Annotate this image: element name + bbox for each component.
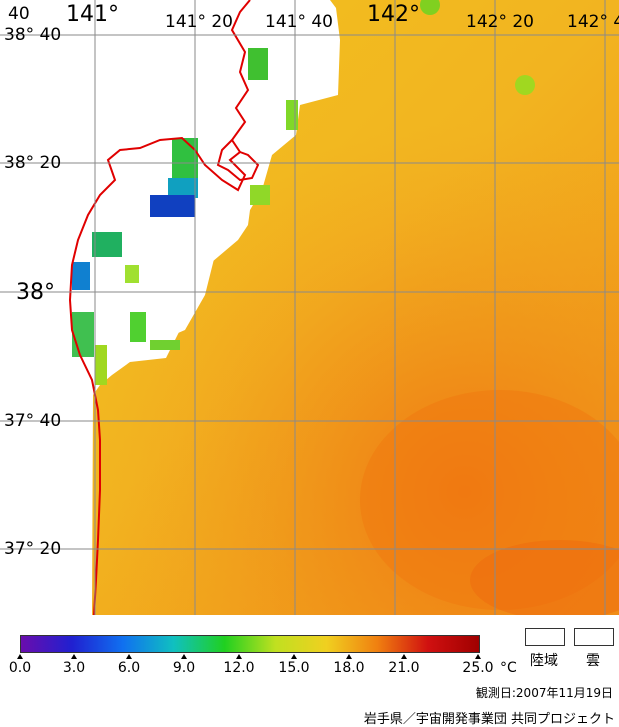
- land-key-label: 陸域: [530, 653, 558, 669]
- tick-mark: [126, 654, 132, 659]
- cloud-bay-area: [75, 138, 258, 348]
- coastline-inner: [216, 139, 260, 182]
- tick-label: 21.0: [388, 660, 420, 676]
- tick-label: 15.0: [278, 660, 310, 676]
- corner-label: 40: [8, 4, 30, 24]
- tick-label: 0.0: [8, 660, 32, 676]
- credit-line: 岩手県／宇宙開発事業団 共同プロジェクト: [363, 712, 615, 727]
- lat-label-38-40: 38° 40: [4, 25, 62, 45]
- land-key-swatch: [525, 628, 565, 646]
- warm-patch-2: [470, 540, 619, 615]
- lon-label-142: 142°: [367, 2, 420, 27]
- lon-label-141: 141°: [66, 2, 119, 27]
- tick-mark: [236, 654, 242, 659]
- tick-mark: [291, 654, 297, 659]
- tick-mark: [346, 654, 352, 659]
- cold-water-patches: [72, 0, 535, 385]
- unit-label: °C: [500, 660, 517, 676]
- tick-mark: [17, 654, 23, 659]
- lat-label-38: 38°: [16, 280, 55, 305]
- observation-date: 観測日:2007年11月19日: [475, 686, 613, 700]
- lat-label-37-40: 37° 40: [4, 411, 62, 431]
- temperature-colorbar: [20, 635, 480, 653]
- lon-label-142-40: 142° 4: [567, 12, 619, 32]
- tick-mark: [475, 654, 481, 659]
- tick-label: 9.0: [172, 660, 196, 676]
- coastline: [68, 0, 251, 615]
- tick-label: 12.0: [223, 660, 255, 676]
- lon-label-141-20: 141° 20: [165, 12, 233, 32]
- tick-mark: [181, 654, 187, 659]
- tick-mark: [401, 654, 407, 659]
- cloud-key-swatch: [574, 628, 614, 646]
- lat-label-38-20: 38° 20: [4, 153, 62, 173]
- lon-label-141-40: 141° 40: [265, 12, 333, 32]
- cloud-key-label: 雲: [586, 653, 600, 669]
- tick-label: 25.0: [462, 660, 494, 676]
- graticule: [0, 0, 619, 615]
- sea-surface-temperature-map: [0, 0, 619, 615]
- lat-label-37-20: 37° 20: [4, 539, 62, 559]
- lon-label-142-20: 142° 20: [466, 12, 534, 32]
- tick-label: 6.0: [117, 660, 141, 676]
- tick-label: 18.0: [333, 660, 365, 676]
- tick-mark: [71, 654, 77, 659]
- tick-label: 3.0: [62, 660, 86, 676]
